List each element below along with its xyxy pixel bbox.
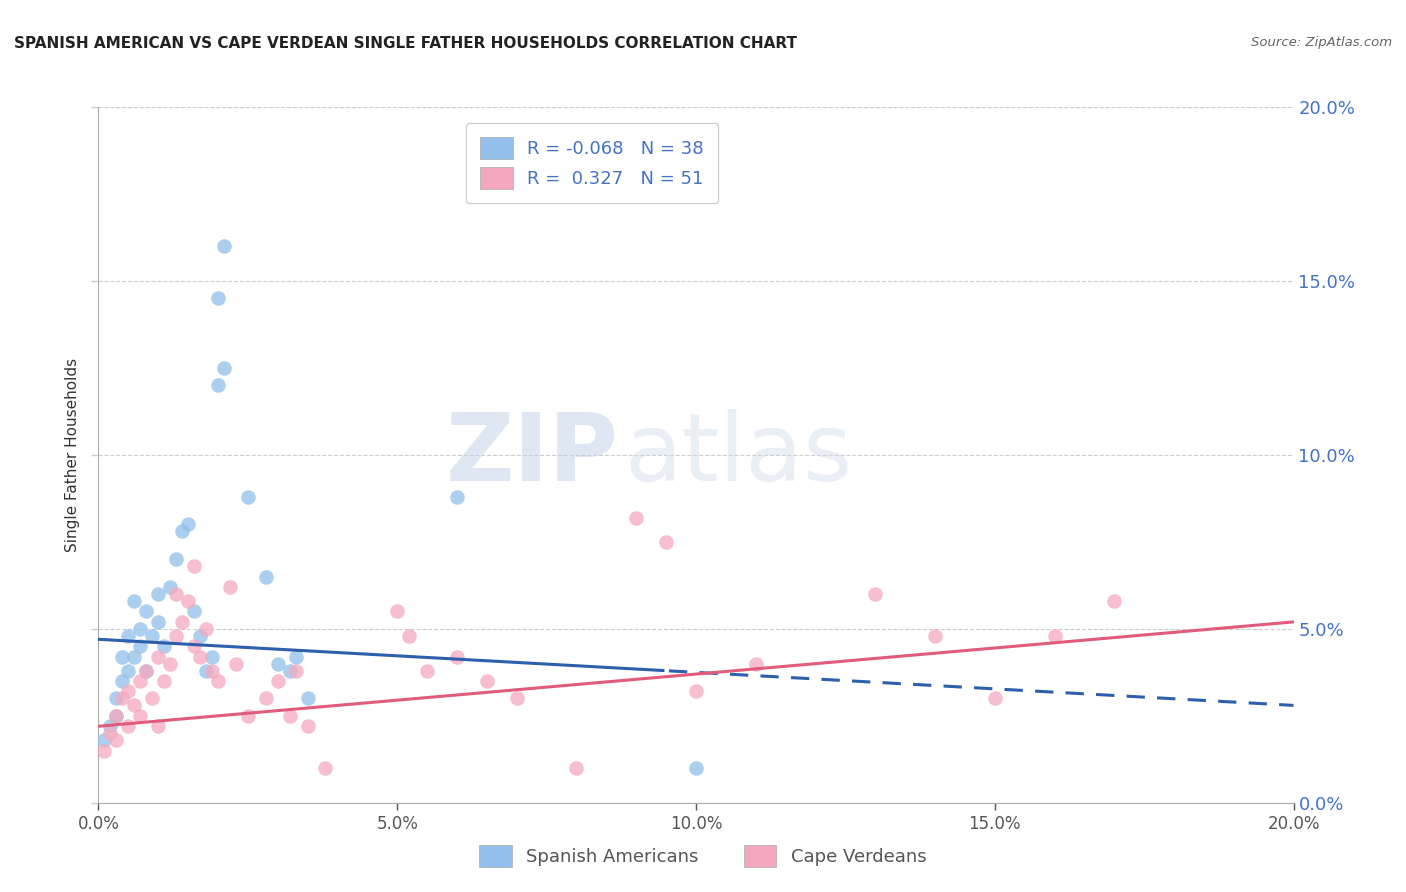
Point xyxy=(446,649,468,664)
Point xyxy=(475,674,498,689)
Point xyxy=(278,708,301,723)
Point xyxy=(236,708,259,723)
Point xyxy=(225,657,247,671)
Point xyxy=(236,490,259,504)
Point xyxy=(135,664,157,678)
Point xyxy=(183,605,205,619)
Point xyxy=(1043,629,1066,643)
Point xyxy=(745,657,768,671)
Point xyxy=(984,691,1007,706)
Point xyxy=(117,684,139,698)
Point xyxy=(254,691,277,706)
Point xyxy=(93,744,115,758)
Point xyxy=(124,649,146,664)
Point xyxy=(685,761,707,775)
Point xyxy=(141,629,163,643)
Point xyxy=(207,378,229,392)
Point xyxy=(105,708,128,723)
Point xyxy=(195,664,218,678)
Point xyxy=(212,360,235,375)
Point xyxy=(188,629,211,643)
Point xyxy=(100,726,122,740)
Point xyxy=(267,657,290,671)
Point xyxy=(278,664,301,678)
Point xyxy=(172,524,194,539)
Text: atlas: atlas xyxy=(624,409,852,501)
Point xyxy=(297,719,319,733)
Point xyxy=(1104,594,1126,608)
Point xyxy=(267,674,290,689)
Point xyxy=(924,629,946,643)
Point xyxy=(105,733,128,747)
Point xyxy=(165,587,187,601)
Point xyxy=(416,664,439,678)
Point xyxy=(165,552,187,566)
Point xyxy=(254,570,277,584)
Point xyxy=(219,580,242,594)
Text: SPANISH AMERICAN VS CAPE VERDEAN SINGLE FATHER HOUSEHOLDS CORRELATION CHART: SPANISH AMERICAN VS CAPE VERDEAN SINGLE … xyxy=(14,36,797,51)
Point xyxy=(565,761,588,775)
Point xyxy=(148,587,170,601)
Point xyxy=(446,490,468,504)
Point xyxy=(135,605,157,619)
Point xyxy=(100,719,122,733)
Point xyxy=(153,674,176,689)
Point xyxy=(284,664,307,678)
Point xyxy=(93,733,115,747)
Point xyxy=(385,605,409,619)
Point xyxy=(207,291,229,305)
Point xyxy=(148,719,170,733)
Point xyxy=(135,664,157,678)
Point xyxy=(284,649,307,664)
Point xyxy=(105,691,128,706)
Point xyxy=(129,674,152,689)
Point xyxy=(398,629,420,643)
Point xyxy=(685,684,707,698)
Point xyxy=(212,239,235,253)
Point xyxy=(159,580,181,594)
Point xyxy=(506,691,529,706)
Point xyxy=(124,698,146,713)
Point xyxy=(159,657,181,671)
Legend: Spanish Americans, Cape Verdeans: Spanish Americans, Cape Verdeans xyxy=(472,838,934,874)
Point xyxy=(148,649,170,664)
Point xyxy=(626,510,648,524)
Point xyxy=(148,615,170,629)
Point xyxy=(177,517,200,532)
Point xyxy=(117,664,139,678)
Point xyxy=(201,649,224,664)
Point xyxy=(117,629,139,643)
Point xyxy=(177,594,200,608)
Point xyxy=(865,587,887,601)
Point xyxy=(183,639,205,653)
Point xyxy=(105,708,128,723)
Point xyxy=(201,664,224,678)
Point xyxy=(117,719,139,733)
Y-axis label: Single Father Households: Single Father Households xyxy=(65,358,80,552)
Point xyxy=(111,674,134,689)
Text: ZIP: ZIP xyxy=(446,409,619,501)
Point xyxy=(195,622,218,636)
Point xyxy=(165,629,187,643)
Point xyxy=(207,674,229,689)
Point xyxy=(111,649,134,664)
Point xyxy=(153,639,176,653)
Point xyxy=(297,691,319,706)
Point xyxy=(129,708,152,723)
Point xyxy=(188,649,211,664)
Legend: R = -0.068   N = 38, R =  0.327   N = 51: R = -0.068 N = 38, R = 0.327 N = 51 xyxy=(465,123,718,203)
Point xyxy=(111,691,134,706)
Point xyxy=(172,615,194,629)
Point xyxy=(124,594,146,608)
Point xyxy=(655,534,678,549)
Point xyxy=(183,559,205,574)
Text: Source: ZipAtlas.com: Source: ZipAtlas.com xyxy=(1251,36,1392,49)
Point xyxy=(315,761,337,775)
Point xyxy=(129,622,152,636)
Point xyxy=(129,639,152,653)
Point xyxy=(141,691,163,706)
